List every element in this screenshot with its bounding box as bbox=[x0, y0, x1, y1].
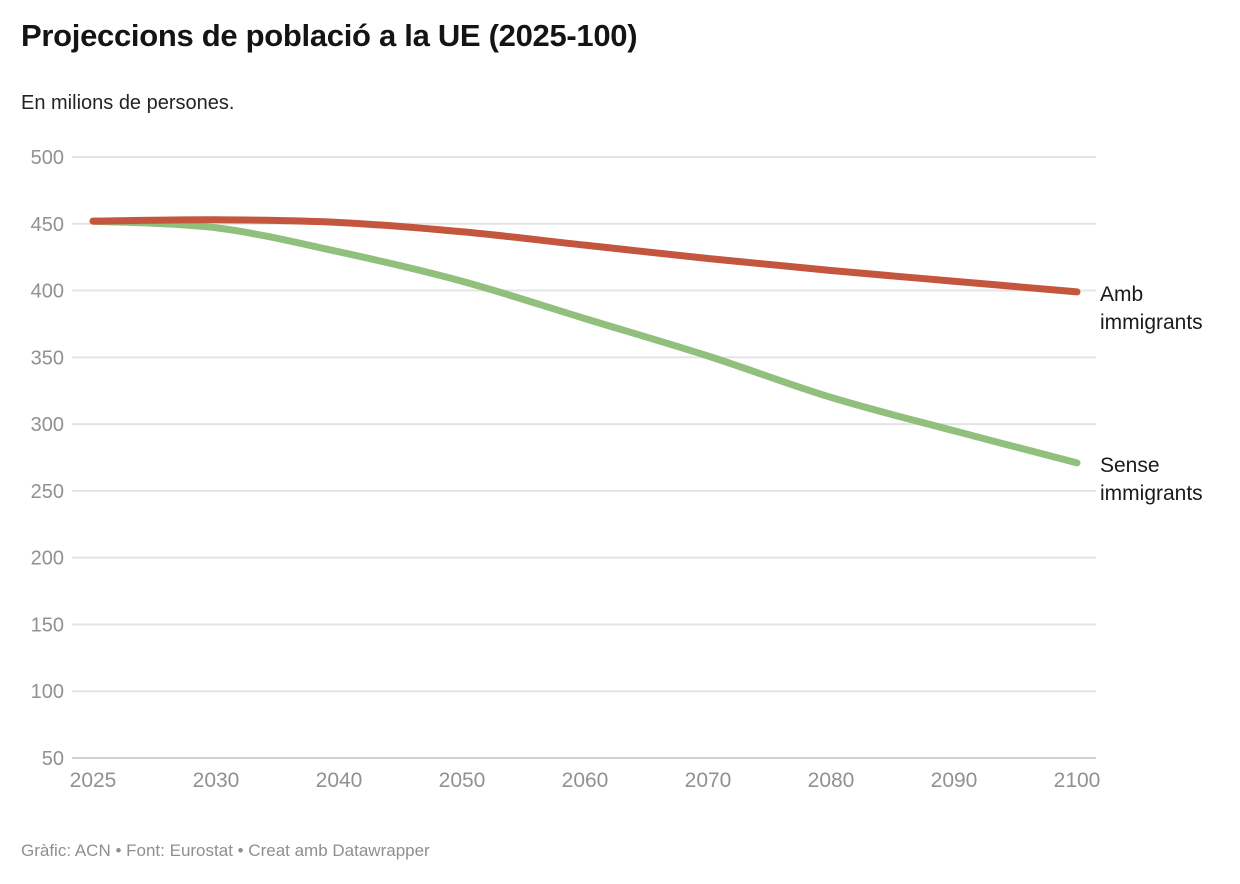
line-chart-svg: 50 100 150 200 250 300 350 400 450 500 2025 2030 204… bbox=[31, 147, 1101, 792]
series-line-amb-immigrants bbox=[89, 216, 1081, 296]
x-tick-label-2060: 2060 bbox=[562, 769, 609, 792]
y-tick-label-450: 450 bbox=[31, 214, 64, 236]
series-label-sense-immigrants: Sense immigrants bbox=[1100, 454, 1203, 505]
y-tick-label-50: 50 bbox=[42, 748, 64, 770]
x-tick-label-2100: 2100 bbox=[1054, 769, 1101, 792]
series-line-sense-immigrants bbox=[89, 217, 1081, 467]
chart-footer-source: Gràfic: ACN • Font: Eurostat • Creat amb… bbox=[21, 841, 430, 860]
y-tick-label-250: 250 bbox=[31, 481, 64, 503]
chart-subtitle: En milions de persones. bbox=[21, 92, 235, 114]
y-tick-label-200: 200 bbox=[31, 548, 64, 570]
x-tick-label-2070: 2070 bbox=[685, 769, 732, 792]
x-tick-label-2090: 2090 bbox=[931, 769, 978, 792]
x-tick-label-2050: 2050 bbox=[439, 769, 486, 792]
y-tick-label-400: 400 bbox=[31, 281, 64, 303]
x-tick-label-2080: 2080 bbox=[808, 769, 855, 792]
x-tick-label-2030: 2030 bbox=[193, 769, 240, 792]
x-tick-label-2040: 2040 bbox=[316, 769, 363, 792]
x-tick-label-2025: 2025 bbox=[70, 769, 117, 792]
y-tick-label-150: 150 bbox=[31, 614, 64, 636]
y-tick-label-100: 100 bbox=[31, 681, 64, 703]
y-tick-label-350: 350 bbox=[31, 347, 64, 369]
y-tick-label-500: 500 bbox=[31, 147, 64, 169]
series-label-amb-immigrants: Amb immigrants bbox=[1100, 283, 1203, 334]
y-tick-label-300: 300 bbox=[31, 414, 64, 436]
chart-title: Projeccions de població a la UE (2025-10… bbox=[21, 18, 638, 53]
